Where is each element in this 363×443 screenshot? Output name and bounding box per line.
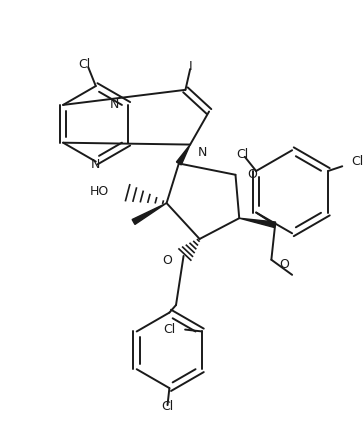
Polygon shape bbox=[239, 218, 276, 228]
Text: Cl: Cl bbox=[78, 58, 91, 71]
Polygon shape bbox=[132, 203, 167, 225]
Text: N: N bbox=[91, 158, 101, 171]
Text: Cl: Cl bbox=[163, 323, 176, 336]
Polygon shape bbox=[176, 144, 190, 165]
Text: O: O bbox=[248, 168, 258, 181]
Text: N: N bbox=[198, 146, 207, 159]
Text: Cl: Cl bbox=[352, 155, 363, 168]
Text: O: O bbox=[162, 254, 172, 267]
Text: Cl: Cl bbox=[162, 400, 174, 412]
Text: HO: HO bbox=[90, 185, 109, 198]
Text: I: I bbox=[188, 60, 192, 73]
Text: Cl: Cl bbox=[236, 148, 248, 161]
Text: O: O bbox=[279, 258, 289, 271]
Text: N: N bbox=[110, 98, 119, 112]
